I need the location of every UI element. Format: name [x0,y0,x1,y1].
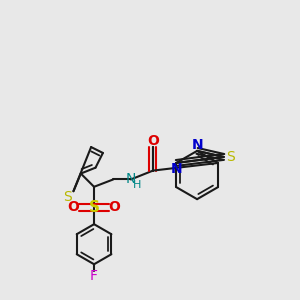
Text: O: O [147,134,159,148]
Text: S: S [88,200,100,215]
Text: O: O [109,200,121,214]
Text: F: F [90,269,98,283]
Text: N: N [170,162,182,176]
Text: S: S [226,150,235,164]
Text: H: H [133,180,141,190]
Text: N: N [126,172,136,186]
Text: S: S [63,190,72,204]
Text: O: O [68,200,80,214]
Text: N: N [191,138,203,152]
